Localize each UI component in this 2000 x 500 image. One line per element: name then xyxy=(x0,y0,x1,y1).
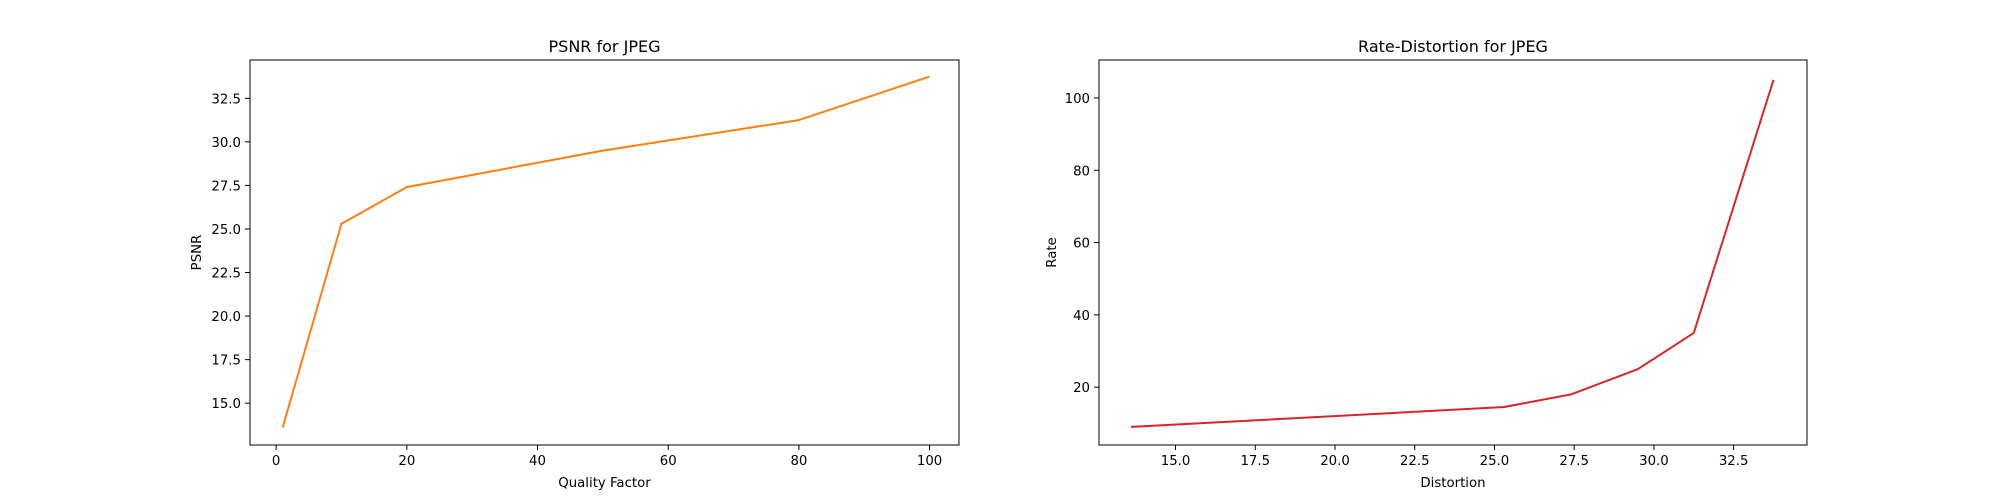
rate-distortion-x-tick-label: 32.5 xyxy=(1719,454,1749,469)
psnr-chart: 0 20 40 60 80 100 15.0 17.5 20.0 22.5 25.0 27.5 30.… xyxy=(190,37,960,491)
rate-distortion-plot-area xyxy=(1098,59,1808,446)
rate-distortion-x-axis: 15.0 17.5 20.0 22.5 25.0 27.5 30.0 32.5 xyxy=(1161,445,1749,469)
psnr-x-tick-label: 100 xyxy=(917,454,942,469)
psnr-x-axis-label: Quality Factor xyxy=(558,476,651,491)
psnr-x-tick-label: 20 xyxy=(398,454,415,469)
rate-distortion-chart: 15.0 17.5 20.0 22.5 25.0 27.5 30.0 32.5 20 40 60 8… xyxy=(1045,37,1808,491)
psnr-y-tick-label: 20.0 xyxy=(211,310,241,325)
psnr-y-axis: 15.0 17.5 20.0 22.5 25.0 27.5 30.0 32.5 xyxy=(211,92,250,412)
rate-distortion-y-axis-label: Rate xyxy=(1045,237,1060,268)
psnr-x-axis: 0 20 40 60 80 100 xyxy=(272,445,942,469)
psnr-y-tick-label: 15.0 xyxy=(211,397,241,412)
psnr-y-tick-label: 30.0 xyxy=(211,136,241,151)
psnr-y-tick-label: 27.5 xyxy=(211,179,241,194)
rate-distortion-x-tick-label: 22.5 xyxy=(1400,454,1430,469)
rate-distortion-x-tick-label: 15.0 xyxy=(1161,454,1191,469)
rate-distortion-x-tick-label: 27.5 xyxy=(1559,454,1589,469)
psnr-x-tick-label: 60 xyxy=(660,454,677,469)
rate-distortion-y-tick-label: 60 xyxy=(1073,237,1090,252)
psnr-x-tick-label: 40 xyxy=(529,454,546,469)
psnr-y-tick-label: 32.5 xyxy=(211,92,241,107)
psnr-plot-area xyxy=(249,59,960,446)
psnr-x-tick-label: 80 xyxy=(790,454,807,469)
rate-distortion-y-tick-label: 20 xyxy=(1073,381,1090,396)
rate-distortion-y-tick-label: 40 xyxy=(1073,309,1090,324)
psnr-series-line xyxy=(281,75,930,428)
psnr-y-axis-label: PSNR xyxy=(190,235,205,271)
psnr-x-tick-label: 0 xyxy=(272,454,280,469)
rate-distortion-chart-title: Rate-Distortion for JPEG xyxy=(1358,37,1548,56)
rate-distortion-y-tick-label: 100 xyxy=(1065,92,1090,107)
rate-distortion-x-tick-label: 20.0 xyxy=(1320,454,1350,469)
psnr-chart-title: PSNR for JPEG xyxy=(549,37,661,56)
rate-distortion-x-axis-label: Distortion xyxy=(1420,476,1485,491)
rate-distortion-x-tick-label: 17.5 xyxy=(1240,454,1270,469)
rate-distortion-series-group xyxy=(1130,79,1775,428)
psnr-y-tick-label: 22.5 xyxy=(211,267,241,282)
rate-distortion-y-tick-label: 80 xyxy=(1073,164,1090,179)
rate-distortion-x-tick-label: 25.0 xyxy=(1480,454,1510,469)
rate-distortion-series-line xyxy=(1130,79,1775,428)
psnr-series-group xyxy=(281,75,930,428)
rate-distortion-x-tick-label: 30.0 xyxy=(1639,454,1669,469)
psnr-y-tick-label: 17.5 xyxy=(211,354,241,369)
rate-distortion-y-axis: 20 40 60 80 100 xyxy=(1065,92,1099,396)
psnr-y-tick-label: 25.0 xyxy=(211,223,241,238)
